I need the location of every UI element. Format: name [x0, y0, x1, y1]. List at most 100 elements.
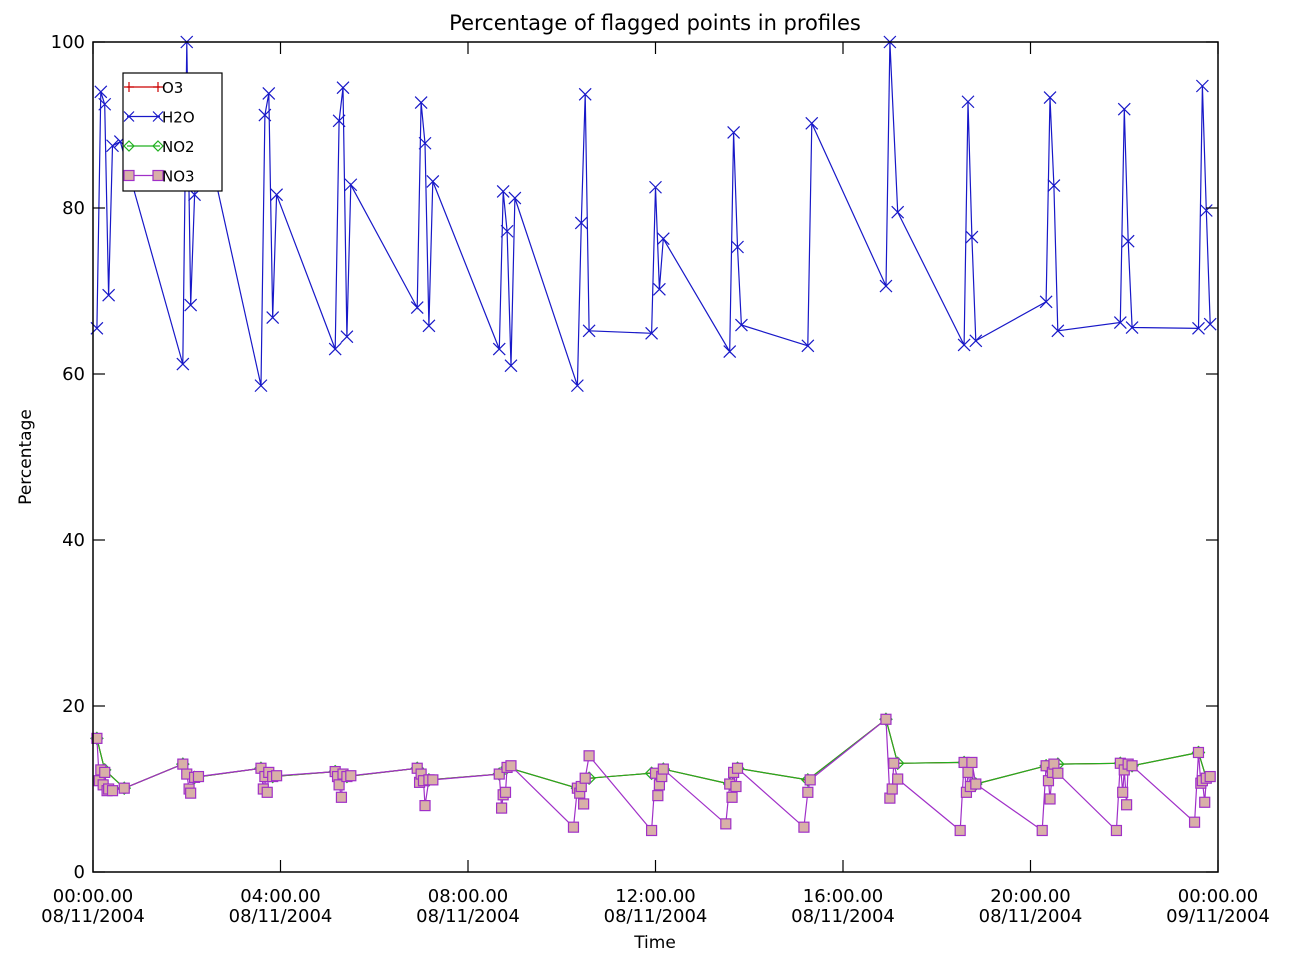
square-marker	[505, 760, 517, 772]
x-marker	[1117, 102, 1131, 116]
x-marker	[891, 205, 905, 219]
square-marker-legend	[123, 169, 135, 182]
square-marker	[91, 732, 103, 744]
x-marker	[1125, 321, 1139, 334]
square-marker	[1199, 796, 1211, 808]
x-marker	[582, 324, 596, 338]
x-tick-label-time: 04:00.00	[240, 886, 321, 907]
x-marker	[422, 319, 436, 333]
plus-marker-legend	[124, 82, 134, 92]
square-marker	[804, 774, 816, 786]
square-marker	[1204, 770, 1216, 783]
x-marker	[1199, 204, 1213, 217]
y-tick-label: 20	[62, 696, 85, 717]
x-marker	[106, 139, 119, 153]
square-marker	[1044, 793, 1056, 805]
square-marker	[1188, 816, 1201, 828]
square-marker	[583, 750, 595, 762]
square-marker	[579, 772, 591, 784]
x-marker	[656, 232, 670, 246]
x-marker	[969, 334, 983, 348]
square-marker	[419, 799, 431, 812]
square-marker	[884, 792, 896, 804]
x-marker	[578, 87, 592, 101]
x-marker	[645, 326, 659, 340]
square-marker	[1052, 767, 1064, 779]
x-marker-legend	[123, 111, 135, 122]
square-marker	[652, 790, 664, 802]
square-marker	[1120, 799, 1133, 811]
x-tick-label-date: 08/11/2004	[791, 906, 895, 927]
x-marker	[414, 96, 428, 110]
x-tick-label-date: 08/11/2004	[604, 906, 708, 927]
x-marker	[1113, 316, 1127, 329]
x-marker	[504, 359, 518, 373]
square-marker	[192, 770, 205, 783]
x-marker	[727, 126, 741, 139]
x-marker	[1203, 317, 1217, 331]
square-marker	[888, 757, 900, 769]
square-marker	[1036, 824, 1048, 837]
x-tick-label-date: 09/11/2004	[1166, 906, 1270, 927]
square-marker	[493, 768, 505, 780]
x-marker	[723, 345, 737, 359]
legend-box	[122, 72, 223, 192]
diamond-marker-legend	[123, 140, 135, 152]
x-marker	[500, 224, 514, 238]
x-marker	[801, 339, 815, 353]
square-marker	[886, 783, 898, 795]
square-marker	[1192, 746, 1205, 759]
x-tick-label-time: 08:00.00	[428, 886, 509, 907]
square-marker	[645, 824, 658, 837]
x-marker	[570, 379, 584, 393]
x-marker	[1195, 79, 1209, 93]
square-marker	[726, 791, 738, 803]
square-marker	[802, 786, 814, 798]
x-marker	[262, 87, 276, 100]
diamond-marker-legend	[152, 140, 164, 152]
square-marker	[427, 774, 439, 786]
chart-title: Percentage of flagged points in profiles	[449, 11, 861, 35]
x-marker	[508, 191, 522, 205]
x-marker	[328, 342, 342, 356]
x-marker-legend	[152, 111, 164, 122]
square-marker	[1048, 758, 1060, 770]
square-marker	[499, 786, 512, 798]
x-marker	[266, 311, 280, 324]
x-marker	[492, 342, 506, 356]
x-marker	[332, 114, 346, 128]
x-marker	[340, 330, 354, 344]
square-marker	[261, 786, 273, 798]
legend-label: NO3	[162, 168, 195, 186]
square-marker	[730, 780, 742, 793]
square-marker-legend	[152, 169, 164, 182]
x-marker	[805, 116, 819, 130]
x-marker	[735, 318, 748, 332]
square-marker	[185, 787, 197, 799]
x-marker	[649, 180, 662, 194]
x-marker	[344, 178, 358, 192]
x-marker	[496, 184, 510, 198]
legend-label: H2O	[162, 109, 195, 127]
x-marker	[410, 301, 424, 315]
square-marker	[720, 818, 732, 830]
x-axis-label: Time	[633, 933, 676, 953]
x-marker	[418, 136, 432, 150]
x-marker	[184, 298, 198, 312]
x-tick-label-time: 12:00.00	[615, 886, 696, 907]
x-marker	[574, 216, 588, 230]
square-marker	[954, 824, 966, 837]
x-marker	[1051, 324, 1065, 338]
x-marker	[1121, 234, 1135, 248]
x-marker	[652, 282, 666, 296]
x-marker	[270, 188, 284, 202]
x-tick-label-time: 00:00.00	[53, 886, 134, 907]
x-marker	[1192, 321, 1205, 335]
square-marker	[1110, 824, 1123, 837]
legend-label: O3	[162, 79, 183, 97]
x-marker	[102, 288, 116, 302]
square-marker	[270, 770, 283, 782]
x-marker	[1043, 91, 1057, 105]
square-marker	[567, 821, 580, 833]
series-no3	[91, 713, 1216, 837]
